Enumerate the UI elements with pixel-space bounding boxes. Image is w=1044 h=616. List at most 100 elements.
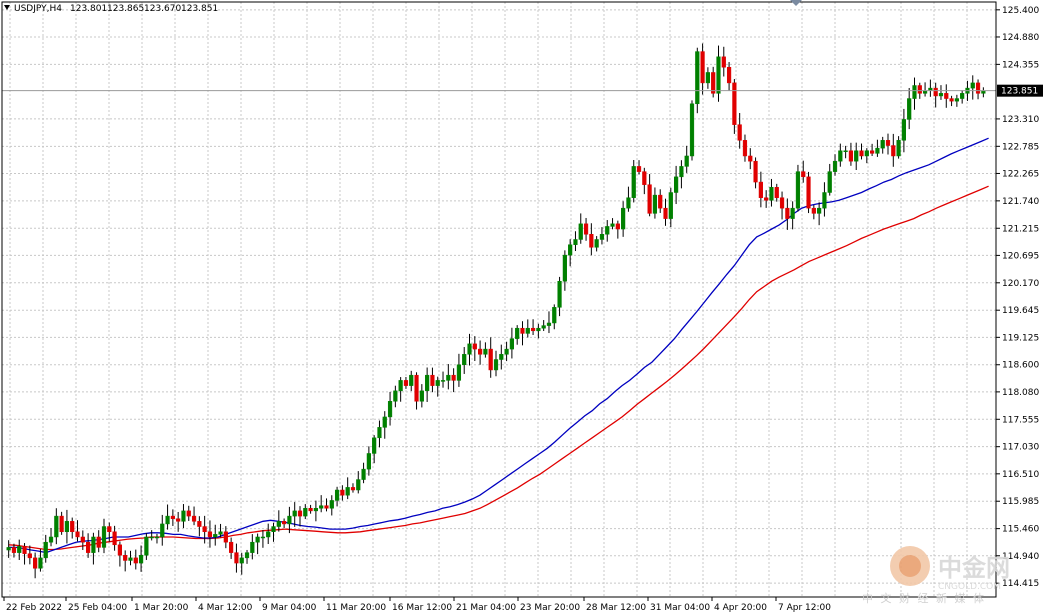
candle: [769, 178, 774, 207]
candle: [271, 522, 276, 542]
time-tick-label: 23 Mar 20:00: [520, 603, 580, 613]
candle: [726, 62, 732, 92]
candle-body: [594, 239, 599, 248]
candle: [668, 187, 673, 228]
candle-body: [515, 327, 520, 339]
price-tick-label: 114.940: [1002, 552, 1039, 562]
candle-body: [409, 374, 414, 386]
candle: [605, 220, 610, 242]
candle: [329, 495, 334, 516]
candle: [48, 528, 54, 547]
candle-body: [48, 536, 54, 543]
candle-body: [880, 140, 885, 149]
candle-body: [742, 140, 748, 157]
candle: [795, 164, 801, 212]
candle-body: [663, 207, 668, 219]
candle-body: [64, 521, 70, 533]
candle: [695, 47, 700, 114]
candle: [334, 486, 340, 507]
candle: [621, 201, 626, 237]
candle-body: [832, 160, 838, 172]
candle: [223, 526, 228, 549]
candle-body: [801, 171, 806, 178]
candle: [107, 522, 112, 542]
price-tick-label: 120.695: [1002, 251, 1039, 261]
candle: [610, 218, 615, 230]
candle: [17, 539, 22, 561]
current-price-box: [997, 84, 1043, 97]
candle: [652, 187, 658, 219]
candle-body: [525, 327, 530, 334]
candle-body: [827, 171, 832, 193]
candle: [583, 217, 589, 241]
candle: [22, 543, 27, 565]
candle-body: [552, 307, 557, 324]
dropdown-triangle-icon[interactable]: [4, 5, 10, 10]
candle: [244, 549, 250, 564]
candle-body: [960, 93, 965, 99]
candle-body: [573, 239, 578, 245]
candle-body: [297, 510, 303, 517]
shift-marker-icon[interactable]: [790, 0, 802, 6]
candle: [266, 523, 271, 544]
candle-body: [838, 150, 843, 162]
candle-body: [954, 98, 959, 102]
candle: [160, 514, 165, 546]
candle: [944, 84, 949, 108]
candle: [880, 136, 885, 154]
candle-body: [276, 521, 281, 527]
candle: [207, 520, 213, 548]
candle-body: [848, 150, 854, 162]
candle: [785, 198, 790, 230]
candle: [790, 201, 795, 230]
candle-body: [933, 87, 938, 97]
candle-body: [324, 505, 329, 509]
candle-body: [366, 453, 371, 470]
candle-body: [483, 348, 488, 355]
candle-body: [621, 207, 626, 230]
candle: [536, 323, 541, 339]
candle-body: [345, 487, 350, 496]
candle-body: [207, 531, 213, 538]
candle-body: [689, 103, 695, 157]
candle: [891, 133, 896, 167]
candle-body: [716, 56, 721, 94]
candle-body: [213, 534, 218, 538]
candle-body: [75, 531, 80, 538]
candle-body: [605, 226, 610, 235]
candle-body: [27, 553, 32, 559]
candle-body: [642, 171, 647, 185]
candle: [70, 517, 75, 539]
candle-body: [398, 380, 403, 392]
candle: [133, 549, 138, 570]
candle-body: [414, 374, 419, 402]
candle-body: [885, 140, 891, 146]
candle: [345, 477, 350, 500]
candle-body: [938, 93, 944, 97]
candle: [112, 525, 117, 551]
candle-body: [975, 82, 981, 94]
candle: [975, 79, 981, 100]
candle-body: [583, 223, 589, 235]
candle: [493, 350, 499, 377]
candle: [684, 145, 689, 173]
candle-body: [615, 223, 620, 230]
candle-body: [811, 207, 816, 214]
candle-body: [96, 536, 101, 548]
candle: [854, 142, 859, 171]
candle: [43, 534, 48, 563]
candle: [732, 79, 737, 134]
candle-body: [229, 541, 234, 553]
candle-body: [896, 140, 901, 157]
candle-body: [870, 150, 875, 154]
candle: [138, 545, 144, 572]
candle-body: [372, 437, 377, 454]
candle-body: [854, 150, 859, 162]
candle-body: [822, 192, 827, 209]
price-tick-label: 124.880: [1002, 33, 1039, 43]
candle: [393, 385, 398, 408]
candle: [11, 543, 17, 558]
candle-body: [186, 510, 191, 517]
